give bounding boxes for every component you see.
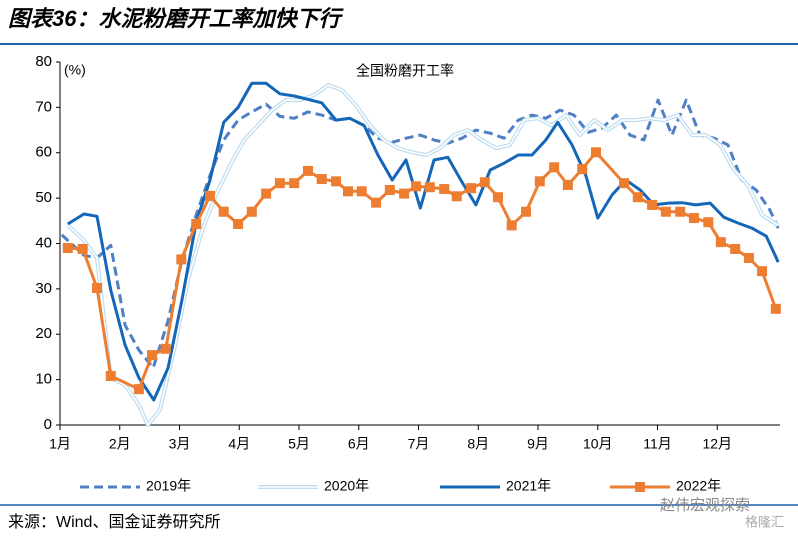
point-marker bbox=[62, 243, 73, 254]
point-marker bbox=[688, 213, 699, 224]
point-marker bbox=[521, 206, 532, 217]
point-marker bbox=[492, 192, 503, 203]
legend-label: 2020年 bbox=[324, 478, 369, 494]
legend-label: 2019年 bbox=[146, 478, 191, 494]
point-marker bbox=[743, 253, 754, 264]
point-marker bbox=[204, 190, 215, 201]
point-marker bbox=[384, 184, 395, 195]
point-marker bbox=[577, 164, 588, 175]
point-marker bbox=[233, 218, 244, 229]
point-marker bbox=[562, 179, 573, 190]
x-tick-label: 9月 bbox=[527, 436, 549, 452]
point-marker bbox=[549, 162, 560, 173]
point-marker bbox=[160, 343, 171, 354]
y-tick-label: 20 bbox=[35, 325, 52, 342]
x-tick-label: 5月 bbox=[288, 436, 310, 452]
point-marker bbox=[316, 174, 327, 185]
point-marker bbox=[218, 206, 229, 217]
y-tick-label: 80 bbox=[35, 53, 52, 70]
legend-label: 2022年 bbox=[676, 478, 721, 494]
watermark: 格隆汇 bbox=[745, 514, 784, 529]
series-line-inner bbox=[67, 84, 779, 426]
point-marker bbox=[356, 186, 367, 197]
x-tick-label: 3月 bbox=[169, 436, 191, 452]
chart-title: 图表36：水泥粉磨开工率加快下行 bbox=[8, 6, 344, 31]
point-marker bbox=[105, 370, 116, 381]
point-marker bbox=[289, 178, 300, 189]
point-marker bbox=[757, 266, 768, 277]
x-tick-label: 10月 bbox=[583, 436, 613, 452]
y-axis-label: (%) bbox=[64, 62, 86, 78]
point-marker bbox=[331, 176, 342, 187]
point-marker bbox=[506, 220, 517, 231]
point-marker bbox=[246, 206, 257, 217]
point-marker bbox=[261, 188, 272, 199]
point-marker bbox=[274, 178, 285, 189]
y-tick-label: 60 bbox=[35, 144, 52, 161]
point-marker bbox=[176, 254, 187, 265]
point-marker bbox=[77, 243, 88, 254]
x-tick-label: 4月 bbox=[228, 436, 250, 452]
legend-label: 2021年 bbox=[506, 478, 551, 494]
y-tick-label: 40 bbox=[35, 234, 52, 251]
point-marker bbox=[439, 184, 450, 195]
point-marker bbox=[619, 178, 630, 189]
point-marker bbox=[730, 243, 741, 254]
point-marker bbox=[632, 192, 643, 203]
point-marker bbox=[647, 199, 658, 210]
point-marker bbox=[590, 147, 601, 158]
y-tick-label: 70 bbox=[35, 98, 52, 115]
point-marker bbox=[343, 186, 353, 197]
x-tick-label: 7月 bbox=[408, 436, 430, 452]
legend-marker bbox=[635, 482, 645, 492]
y-tick-label: 10 bbox=[35, 371, 52, 388]
point-marker bbox=[133, 384, 144, 395]
y-tick-label: 50 bbox=[35, 189, 52, 206]
point-marker bbox=[411, 181, 422, 192]
x-tick-label: 8月 bbox=[467, 436, 489, 452]
y-tick-label: 30 bbox=[35, 280, 52, 297]
point-marker bbox=[675, 206, 686, 217]
point-marker bbox=[466, 183, 477, 194]
point-marker bbox=[147, 350, 158, 361]
y-tick-label: 0 bbox=[44, 416, 52, 433]
point-marker bbox=[424, 182, 435, 193]
x-tick-label: 12月 bbox=[702, 436, 732, 452]
point-marker bbox=[92, 282, 103, 293]
point-marker bbox=[703, 217, 714, 228]
watermark: 赵伟宏观探索 bbox=[660, 497, 750, 514]
point-marker bbox=[660, 206, 671, 217]
point-marker bbox=[399, 188, 410, 199]
x-tick-label: 2月 bbox=[109, 436, 131, 452]
point-marker bbox=[534, 176, 545, 187]
point-marker bbox=[302, 165, 313, 176]
x-tick-label: 1月 bbox=[49, 436, 71, 452]
point-marker bbox=[191, 218, 202, 229]
source: 来源：Wind、国金证券研究所 bbox=[8, 513, 220, 531]
series-line bbox=[67, 81, 780, 402]
point-marker bbox=[371, 197, 382, 208]
point-marker bbox=[451, 191, 462, 202]
point-marker bbox=[770, 303, 781, 314]
x-tick-label: 6月 bbox=[348, 436, 370, 452]
chart-subtitle: 全国粉磨开工率 bbox=[356, 63, 454, 79]
x-tick-label: 11月 bbox=[643, 436, 672, 452]
point-marker bbox=[479, 177, 490, 188]
point-marker bbox=[715, 237, 726, 248]
